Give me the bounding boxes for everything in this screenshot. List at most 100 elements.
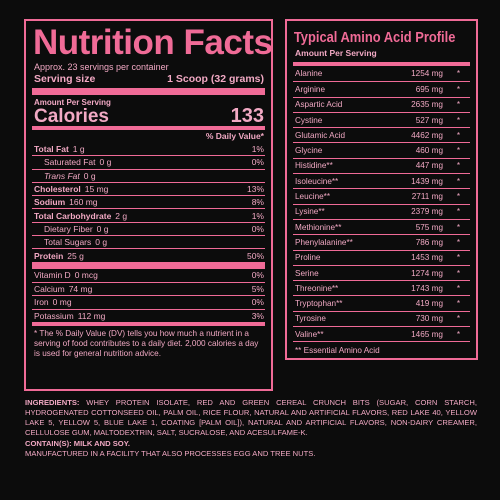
amino-acid-amount: 527 mg [415,115,443,125]
daily-value-header: % Daily Value* [205,131,264,141]
amino-acid-panel: Typical Amino Acid Profile Amount Per Se… [285,19,478,360]
amino-acid-amount: 1465 mg [411,329,443,339]
amino-acid-subtitle: Amount Per Serving [295,48,377,58]
nutrient-name: Total Carbohydrate 2 g [34,211,127,221]
amino-acid-mark: * [456,84,460,94]
amino-acid-row: Phenylalanine** 786 mg * [293,234,470,249]
vitamin-label: Iron [34,297,49,308]
amino-acid-mark: * [456,237,460,247]
amino-acid-name: Tryptophan** [295,299,343,309]
nutrient-name: Cholesterol 15 mg [34,184,108,194]
amino-acid-amount: 1254 mg [411,69,443,79]
amino-acid-name: Methionine** [295,222,342,232]
nutrient-name: Saturated Fat 0 g [44,157,111,167]
amino-acid-name: Glutamic Acid [295,130,346,140]
amino-acid-name: Alanine [295,69,323,79]
vitamin-amount: 74 mg [68,284,93,295]
nutrient-name: Total Sugars 0 g [44,237,107,247]
nutrient-row: Total Carbohydrate 2 g 1% [32,208,265,221]
amino-acid-row: Lysine** 2379 mg * [293,203,470,219]
amino-acid-mark: * [456,192,460,202]
amino-acid-amount: 786 mg [415,237,443,247]
amino-acid-row: Serine 1274 mg * [293,264,470,280]
amino-acid-amount: 695 mg [415,84,443,94]
vitamin-row: Calcium 74 mg 5% [32,281,265,295]
nutrient-amount: 0 g [96,223,109,234]
nutrient-row: Cholesterol 15 mg 13% [32,181,265,195]
amino-acid-name: Cystine [295,115,323,125]
nutrient-daily-value: 0% [251,157,264,168]
calories-value: 133 [230,105,264,127]
nutrient-label: Protein [34,250,64,261]
amino-acid-name: Glycine [295,146,323,156]
nutrient-name: Dietary Fiber 0 g [44,224,108,234]
ingredients-text-line: INGREDIENTS: WHEY PROTEIN ISOLATE, RED A… [25,398,477,438]
nutrient-amount: 2 g [115,210,128,221]
amino-acid-name: Threonine** [295,283,339,293]
divider-medium [32,126,265,130]
serving-size-label: Serving size [34,73,96,85]
amino-acid-amount: 1453 mg [411,253,443,263]
divider-thick-vitamins [32,261,265,269]
amino-acid-row: Alanine 1254 mg * [293,66,470,81]
vitamin-amount: 0 mg [52,297,72,308]
amino-acid-mark: * [456,130,460,140]
amino-acid-amount: 1274 mg [411,268,443,278]
nutrient-label: Sodium [34,197,66,208]
amino-acid-row: Histidine** 447 mg * [293,157,470,173]
amino-acid-row: Valine** 1465 mg * [293,326,470,341]
nutrient-label: Total Fat [34,143,69,154]
amount-per-serving-label: Amount Per Serving [34,98,111,107]
vitamin-label: Calcium [34,284,65,295]
vitamin-name: Calcium 74 mg [34,284,92,294]
divider-medium-footnote [32,321,265,326]
amino-acid-amount: 2379 mg [411,207,443,217]
vitamin-amount: 0 mcg [74,270,98,281]
servings-per-container: Approx. 23 servings per container [34,62,169,72]
amino-acid-row: Threonine** 1743 mg * [293,280,470,295]
nutrient-daily-value: 0% [251,223,264,234]
amino-acid-row: Proline 1453 mg * [293,249,470,265]
vitamin-daily-value: 3% [251,310,264,321]
amino-acid-mark: * [456,253,460,263]
amino-acid-name: Lysine** [295,207,325,217]
amino-acid-name: Serine [295,268,319,278]
ingredients-text: WHEY PROTEIN ISOLATE, RED AND GREEN CERE… [25,398,477,438]
amino-acid-name: Valine** [295,329,324,339]
amino-acid-amount: 460 mg [415,146,443,156]
vitamin-daily-value: 5% [251,284,264,295]
amino-acid-name: Tyrosine [295,314,326,324]
nutrient-rows: Total Fat 1 g 1% Saturated Fat 0 g 0% Trans Fa… [26,142,271,262]
vitamin-daily-value: 0% [251,270,264,281]
nutrient-name: Total Fat 1 g [34,144,85,154]
nutrient-daily-value: 13% [246,184,264,195]
amino-acid-mark: * [456,329,460,339]
divider-thick [32,88,265,95]
amino-acid-name: Phenylalanine** [295,237,353,247]
nutrient-amount: 15 mg [84,184,109,195]
vitamin-row: Iron 0 mg 0% [32,295,265,308]
calories-row: Calories 133 [26,105,271,127]
nutrient-label: Saturated Fat [44,157,96,168]
amino-acid-mark: * [456,100,460,110]
amino-divider [293,62,470,66]
nutrient-name: Sodium 160 mg [34,197,98,207]
nutrient-row: Total Sugars 0 g [32,235,265,248]
amino-acid-amount: 2711 mg [411,192,443,202]
ingredients-label: INGREDIENTS: [25,398,80,407]
amino-acid-mark: * [456,69,460,79]
nutrient-label: Total Sugars [44,237,92,248]
amino-acid-amount: 1743 mg [411,283,443,293]
nutrient-daily-value: 1% [251,143,264,154]
amino-acid-mark: * [456,115,460,125]
serving-size-row: Serving size 1 Scoop (32 grams) [26,72,271,85]
nutrition-facts-panel: Nutrition Facts Approx. 23 servings per … [24,19,273,391]
nutrient-amount: 160 mg [69,197,98,208]
amino-acid-row: Arginine 695 mg * [293,81,470,96]
nutrient-daily-value: 1% [251,210,264,221]
vitamin-label: Potassium [34,310,74,321]
amino-acid-row: Isoleucine** 1439 mg * [293,173,470,188]
allergen-contains: CONTAIN(S): MILK AND SOY. [25,439,131,449]
